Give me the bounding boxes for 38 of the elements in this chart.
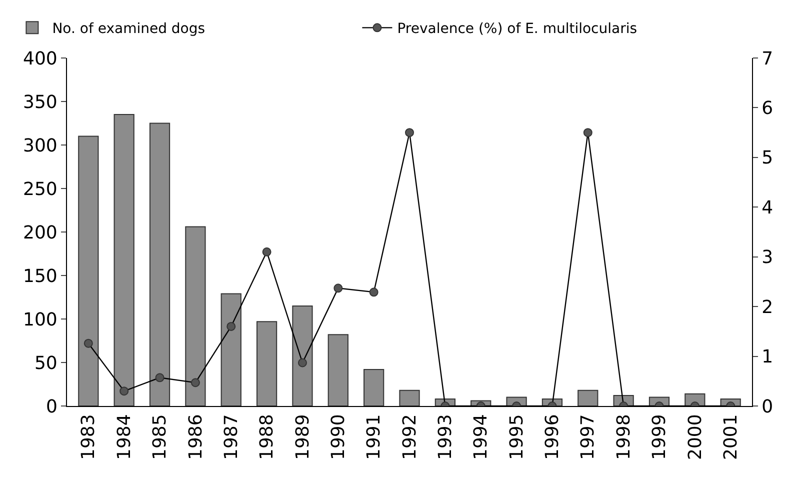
x-tick-label: 1984 <box>114 414 135 460</box>
y2-tick-label: 6 <box>762 98 774 120</box>
x-tick-label: 1989 <box>292 414 314 460</box>
x-tick-label: 1997 <box>578 414 599 460</box>
y2-tick-label: 2 <box>762 296 774 318</box>
y2-tick-label: 4 <box>762 197 774 218</box>
x-tick-label: 1993 <box>435 414 456 460</box>
y-tick-label: 50 <box>34 352 58 374</box>
y2-tick-label: 5 <box>762 148 774 169</box>
y-tick-label: 350 <box>23 92 58 113</box>
x-tick-label: 1991 <box>364 414 385 460</box>
y-tick-label: 300 <box>23 135 58 156</box>
x-tick-label: 1986 <box>185 414 206 460</box>
y-tick-label: 200 <box>23 222 58 244</box>
y-tick-label: 100 <box>23 309 58 330</box>
y-tick-label: 400 <box>23 48 58 70</box>
x-tick-label: 2000 <box>684 414 706 460</box>
x-tick-label: 1994 <box>470 414 492 460</box>
y2-tick-label: 1 <box>762 346 774 368</box>
legend-label: Prevalence (%) of E. multilocularis <box>397 21 638 38</box>
legend-label: No. of examined dogs <box>52 21 206 38</box>
x-tick-label: 1988 <box>256 414 278 460</box>
y2-tick-label: 3 <box>762 247 774 268</box>
x-tick-label: 1983 <box>78 414 100 460</box>
y2-tick-label: 0 <box>762 396 774 418</box>
x-tick-label: 1987 <box>220 414 242 460</box>
y-tick-label: 150 <box>23 266 58 287</box>
y2-tick-label: 7 <box>762 48 774 70</box>
x-tick-label: 1985 <box>150 414 171 460</box>
x-tick-label: 1992 <box>399 414 420 460</box>
x-tick-label: 1998 <box>613 414 634 460</box>
x-tick-label: 1995 <box>506 414 528 460</box>
x-tick-label: 1990 <box>328 414 349 460</box>
x-tick-label: 2001 <box>720 414 742 460</box>
y-tick-label: 250 <box>23 178 58 200</box>
x-tick-label: 1996 <box>542 414 564 460</box>
x-tick-label: 1999 <box>649 414 670 460</box>
y-tick-label: 0 <box>46 396 58 418</box>
